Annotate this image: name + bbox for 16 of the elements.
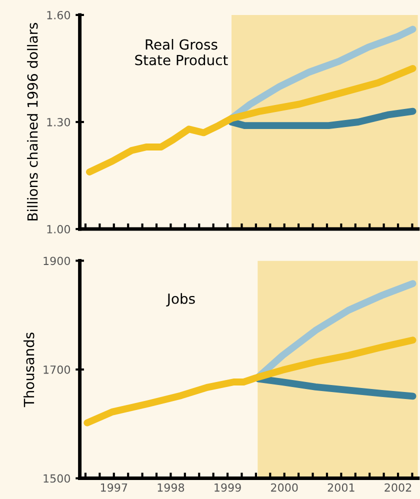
y-tick-label: 1.60 [47, 10, 70, 20]
annotation: Real Gross State Product [135, 39, 228, 66]
y-axis-title: Thousands [23, 332, 34, 408]
x-tick-label: 2001 [328, 483, 354, 492]
x-tick-label: 1999 [214, 483, 241, 492]
y-tick-label: 1.00 [47, 225, 70, 234]
y-tick-label: 1700 [44, 365, 70, 374]
y-tick-label: 1.30 [47, 118, 70, 126]
y-tick-label: 1500 [44, 474, 70, 483]
y-tick-label: 1900 [44, 256, 70, 266]
x-tick-label: 1997 [100, 483, 128, 492]
x-tick-label: 2000 [271, 483, 298, 492]
x-tick-label: 2002 [384, 483, 412, 492]
annotation: Jobs [166, 293, 195, 306]
y-axis-title: Billions chained 1996 dollars [27, 22, 38, 220]
x-tick-label: 1998 [158, 483, 184, 492]
